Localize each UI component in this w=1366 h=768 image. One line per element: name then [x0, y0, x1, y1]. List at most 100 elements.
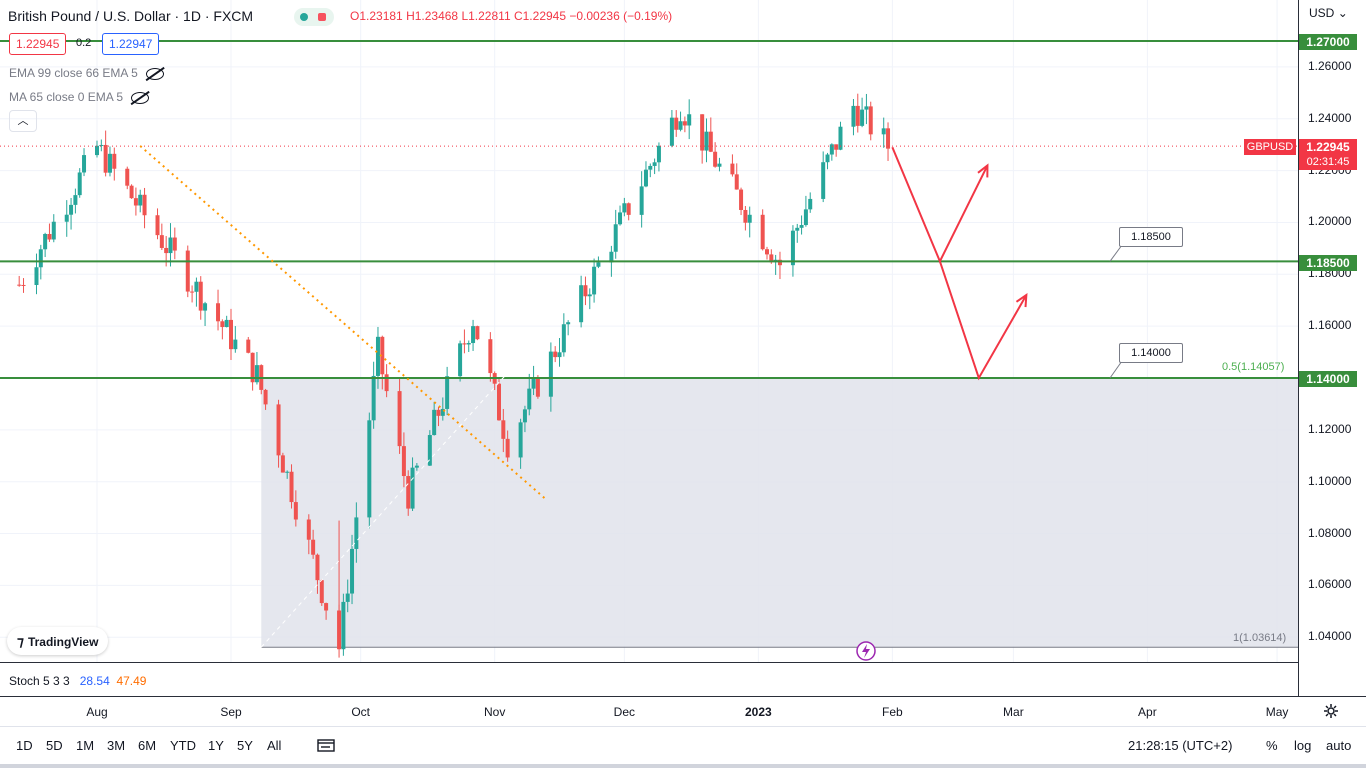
candle-body[interactable] [345, 593, 350, 602]
candle-body[interactable] [743, 209, 748, 223]
symbol-title[interactable]: British Pound / U.S. Dollar · 1D · FXCM [8, 8, 254, 24]
candle-body[interactable] [103, 144, 108, 173]
candle-body[interactable] [609, 251, 614, 263]
candle-body[interactable] [367, 420, 372, 518]
candle-body[interactable] [613, 224, 618, 252]
candle-body[interactable] [527, 388, 532, 410]
candle-body[interactable] [341, 601, 346, 650]
range-button-5d[interactable]: 5D [46, 738, 63, 753]
candle-body[interactable] [505, 438, 510, 458]
candle-body[interactable] [760, 214, 765, 250]
candle-body[interactable] [233, 339, 238, 350]
candle-body[interactable] [315, 554, 320, 581]
candle-body[interactable] [829, 144, 834, 155]
time-axis[interactable]: Aug Sep Oct Nov Dec 2023 Feb Mar Apr May [0, 696, 1366, 727]
candle-body[interactable] [138, 194, 143, 206]
candle-body[interactable] [99, 144, 104, 146]
candle-body[interactable] [77, 172, 82, 196]
candle-body[interactable] [535, 378, 540, 397]
candle-body[interactable] [73, 195, 78, 205]
price-axis[interactable] [1298, 0, 1366, 696]
candle-body[interactable] [306, 519, 311, 540]
candle-body[interactable] [471, 326, 476, 344]
candle-body[interactable] [21, 284, 26, 286]
candle-body[interactable] [172, 237, 177, 251]
candle-body[interactable] [790, 230, 795, 266]
candle-body[interactable] [821, 162, 826, 199]
currency-selector[interactable]: USD ⌄ [1309, 6, 1348, 20]
candle-body[interactable] [319, 580, 324, 604]
candle-body[interactable] [432, 409, 437, 436]
candle-body[interactable] [687, 114, 692, 126]
candle-body[interactable] [406, 476, 411, 509]
candle-body[interactable] [285, 471, 290, 473]
candle-body[interactable] [557, 352, 562, 358]
candle-body[interactable] [250, 352, 255, 383]
candle-body[interactable] [747, 214, 752, 223]
ma-indicator[interactable]: MA 65 close 0 EMA 5 [9, 90, 150, 104]
candle-body[interactable] [553, 351, 558, 358]
candle-body[interactable] [311, 539, 316, 555]
settings-gear-icon[interactable] [1323, 703, 1339, 719]
candle-body[interactable] [868, 106, 873, 135]
candle-body[interactable] [462, 343, 467, 345]
candle-body[interactable] [112, 153, 117, 169]
candle-body[interactable] [708, 131, 713, 152]
candle-body[interactable] [834, 144, 839, 150]
candle-body[interactable] [168, 237, 173, 254]
candle-body[interactable] [436, 409, 441, 416]
ema-indicator[interactable]: EMA 99 close 66 EMA 5 [9, 66, 164, 80]
candle-body[interactable] [185, 250, 190, 292]
range-button-all[interactable]: All [267, 738, 282, 753]
candle-body[interactable] [95, 145, 99, 156]
candle-body[interactable] [855, 105, 860, 126]
candle-body[interactable] [864, 106, 869, 110]
candle-body[interactable] [626, 203, 631, 215]
candle-body[interactable] [410, 467, 415, 509]
range-button-1y[interactable]: 1Y [208, 738, 224, 753]
candle-body[interactable] [384, 374, 389, 392]
candle-body[interactable] [548, 351, 553, 397]
candle-body[interactable] [380, 336, 385, 375]
range-button-6m[interactable]: 6M [138, 738, 157, 753]
candle-body[interactable] [133, 198, 138, 206]
candle-body[interactable] [203, 303, 208, 311]
candle-body[interactable] [648, 165, 653, 170]
candle-body[interactable] [669, 117, 674, 146]
candle-body[interactable] [224, 319, 229, 328]
candle-body[interactable] [700, 114, 705, 151]
horizontal-scrollbar[interactable] [0, 764, 1366, 768]
candle-body[interactable] [622, 203, 627, 213]
candle-body[interactable] [229, 319, 233, 350]
candle-body[interactable] [501, 420, 506, 439]
date-range-calendar-icon[interactable] [317, 738, 335, 752]
candle-body[interactable] [639, 186, 644, 215]
candle-body[interactable] [198, 281, 203, 311]
candle-body[interactable] [82, 155, 87, 173]
candle-body[interactable] [561, 324, 566, 353]
candle-body[interactable] [414, 465, 419, 468]
candle-body[interactable] [717, 163, 722, 167]
range-button-ytd[interactable]: YTD [170, 738, 196, 753]
candle-body[interactable] [518, 422, 523, 458]
buy-button[interactable]: 1.22947 [102, 33, 160, 55]
candle-body[interactable] [851, 105, 856, 127]
sell-button[interactable]: 1.22945 [9, 33, 67, 55]
candle-body[interactable] [682, 121, 687, 126]
candle-body[interactable] [803, 209, 808, 226]
callout-1140[interactable]: 1.14000 [1119, 343, 1183, 363]
candle-body[interactable] [643, 169, 648, 187]
candle-body[interactable] [354, 517, 359, 549]
candle-body[interactable] [129, 185, 134, 199]
candle-body[interactable] [47, 233, 52, 240]
candle-body[interactable] [107, 153, 112, 173]
candle-body[interactable] [190, 291, 195, 293]
candle-body[interactable] [427, 435, 432, 466]
candle-body[interactable] [324, 603, 329, 611]
candle-body[interactable] [246, 339, 251, 353]
fibonacci-zone[interactable] [261, 378, 1298, 648]
candle-body[interactable] [566, 322, 571, 325]
candle-body[interactable] [652, 162, 657, 166]
projection-path[interactable] [938, 261, 1028, 381]
candle-body[interactable] [583, 285, 588, 297]
